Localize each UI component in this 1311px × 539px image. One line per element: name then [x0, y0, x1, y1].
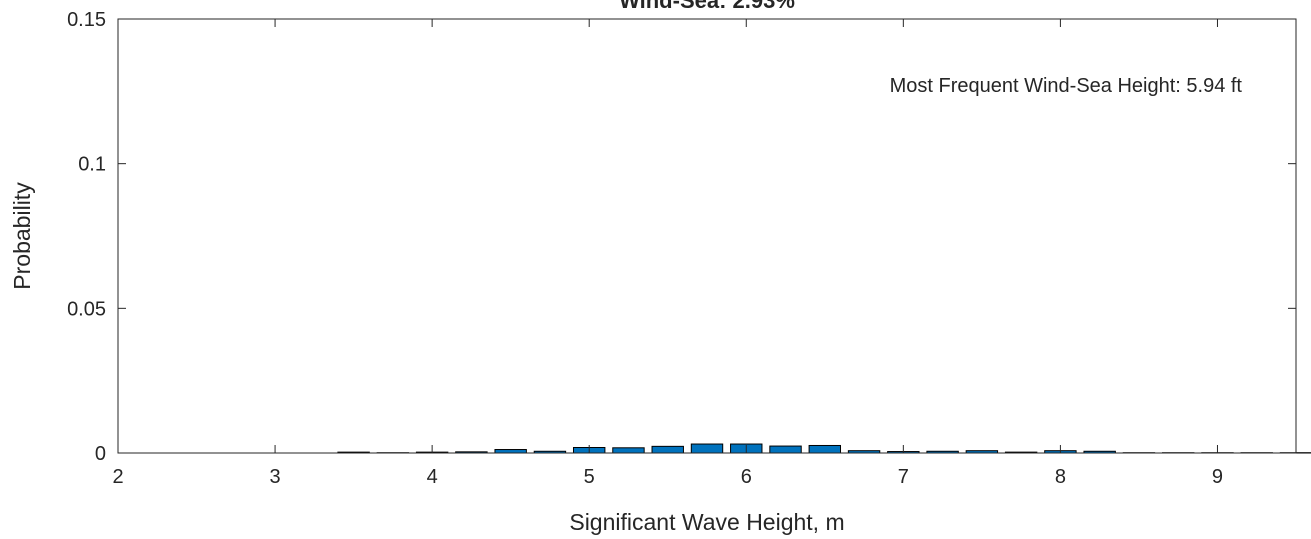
x-tick-label: 4: [427, 466, 438, 488]
histogram-bar: [808, 444, 842, 454]
y-tick-label: 0.1: [78, 154, 106, 176]
x-tick-label: 5: [584, 466, 595, 488]
x-tick-label: 2: [112, 466, 123, 488]
x-axis-label: Significant Wave Height, m: [569, 509, 844, 535]
y-tick-label: 0.05: [67, 298, 106, 320]
histogram-bar: [494, 449, 527, 454]
histogram-bar: [612, 447, 645, 454]
ticks-group: 2 3 4 5 6 7 8 9 0 0.05 0.1 0.15: [67, 9, 1296, 488]
x-tick-label: 6: [741, 466, 752, 488]
histogram-bar: [690, 443, 724, 454]
y-axis-label: Probability: [9, 182, 35, 290]
y-tick-label: 0: [95, 443, 106, 465]
histogram-bar: [769, 445, 802, 454]
y-tick-label: 0.15: [67, 9, 106, 31]
plot-frame: [117, 18, 1297, 454]
x-tick-label: 8: [1055, 466, 1066, 488]
most-frequent-annotation: Most Frequent Wind-Sea Height: 5.94 ft: [890, 75, 1243, 97]
histogram-bar: [651, 445, 684, 454]
chart-title: Wind-Sea: 2.93%: [619, 0, 795, 13]
x-tick-label: 7: [898, 466, 909, 488]
plot-area: [118, 19, 1296, 453]
x-tick-label: 9: [1212, 466, 1223, 488]
x-tick-label: 3: [270, 466, 281, 488]
